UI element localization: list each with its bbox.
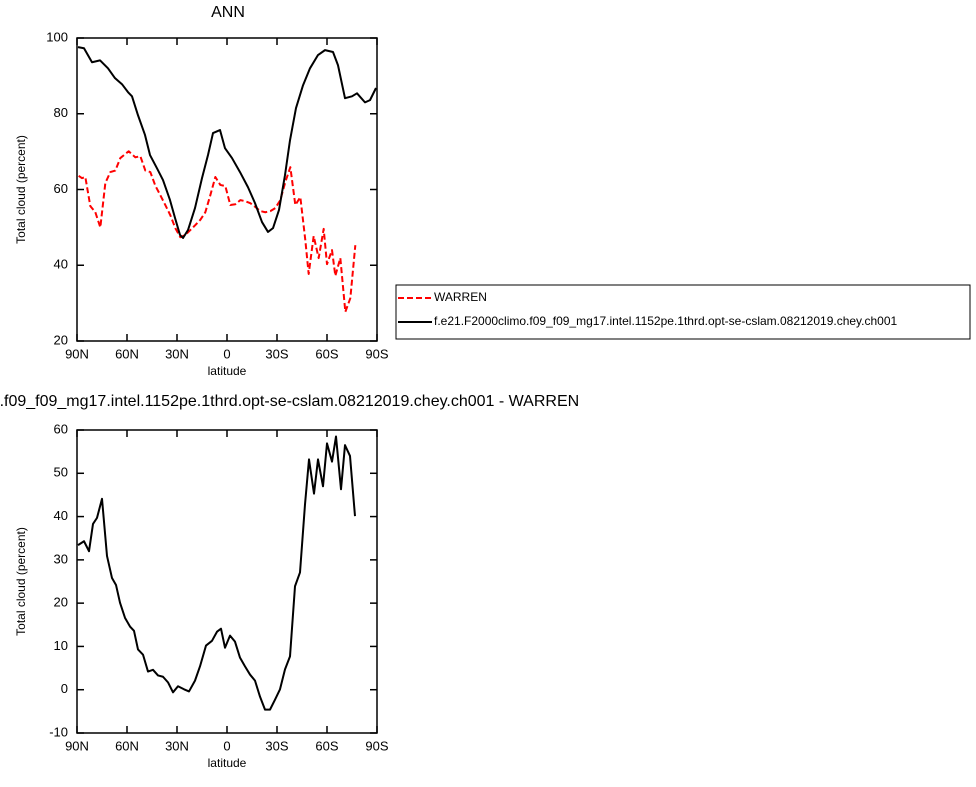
chart-title: f.e21.F2000climo.f09_f09_mg17.intel.1152…	[0, 393, 579, 410]
legend-label: WARREN	[434, 290, 487, 304]
y-tick-label: 0	[61, 681, 68, 696]
series-line	[77, 435, 356, 711]
y-tick-label: 20	[54, 332, 68, 347]
x-tick-label: 90S	[365, 346, 388, 361]
legend-box	[395, 284, 971, 340]
y-tick-label: 30	[54, 551, 68, 566]
x-tick-label: 60S	[315, 738, 338, 753]
series-line	[78, 150, 357, 313]
x-tick-label: 30S	[265, 738, 288, 753]
y-tick-label: 80	[54, 105, 68, 120]
legend-label: f.e21.F2000climo.f09_f09_mg17.intel.1152…	[434, 314, 898, 328]
x-tick-label: 30N	[165, 346, 189, 361]
y-axis-label: Total cloud (percent)	[14, 135, 28, 244]
y-tick-label: 60	[54, 421, 68, 436]
x-tick-label: 90S	[365, 738, 388, 753]
y-tick-label: 20	[54, 595, 68, 610]
x-tick-label: 30S	[265, 346, 288, 361]
y-tick-label: 10	[54, 638, 68, 653]
y-tick-label: 50	[54, 465, 68, 480]
plot-frame	[76, 429, 378, 734]
x-axis-label: latitude	[208, 756, 247, 770]
x-tick-label: 60S	[315, 346, 338, 361]
series-line	[77, 46, 377, 239]
x-tick-label: 0	[223, 738, 230, 753]
x-tick-label: 60N	[115, 738, 139, 753]
x-tick-label: 90N	[65, 738, 89, 753]
x-axis-label: latitude	[208, 364, 247, 378]
y-tick-label: 40	[54, 257, 68, 272]
y-tick-label: 100	[46, 29, 68, 44]
x-tick-label: 30N	[165, 738, 189, 753]
chart-title: ANN	[211, 4, 245, 21]
y-tick-label: -10	[49, 724, 68, 739]
x-tick-label: 0	[223, 346, 230, 361]
y-axis-label: Total cloud (percent)	[14, 527, 28, 636]
y-tick-label: 40	[54, 508, 68, 523]
y-tick-label: 60	[54, 181, 68, 196]
x-tick-label: 60N	[115, 346, 139, 361]
x-tick-label: 90N	[65, 346, 89, 361]
